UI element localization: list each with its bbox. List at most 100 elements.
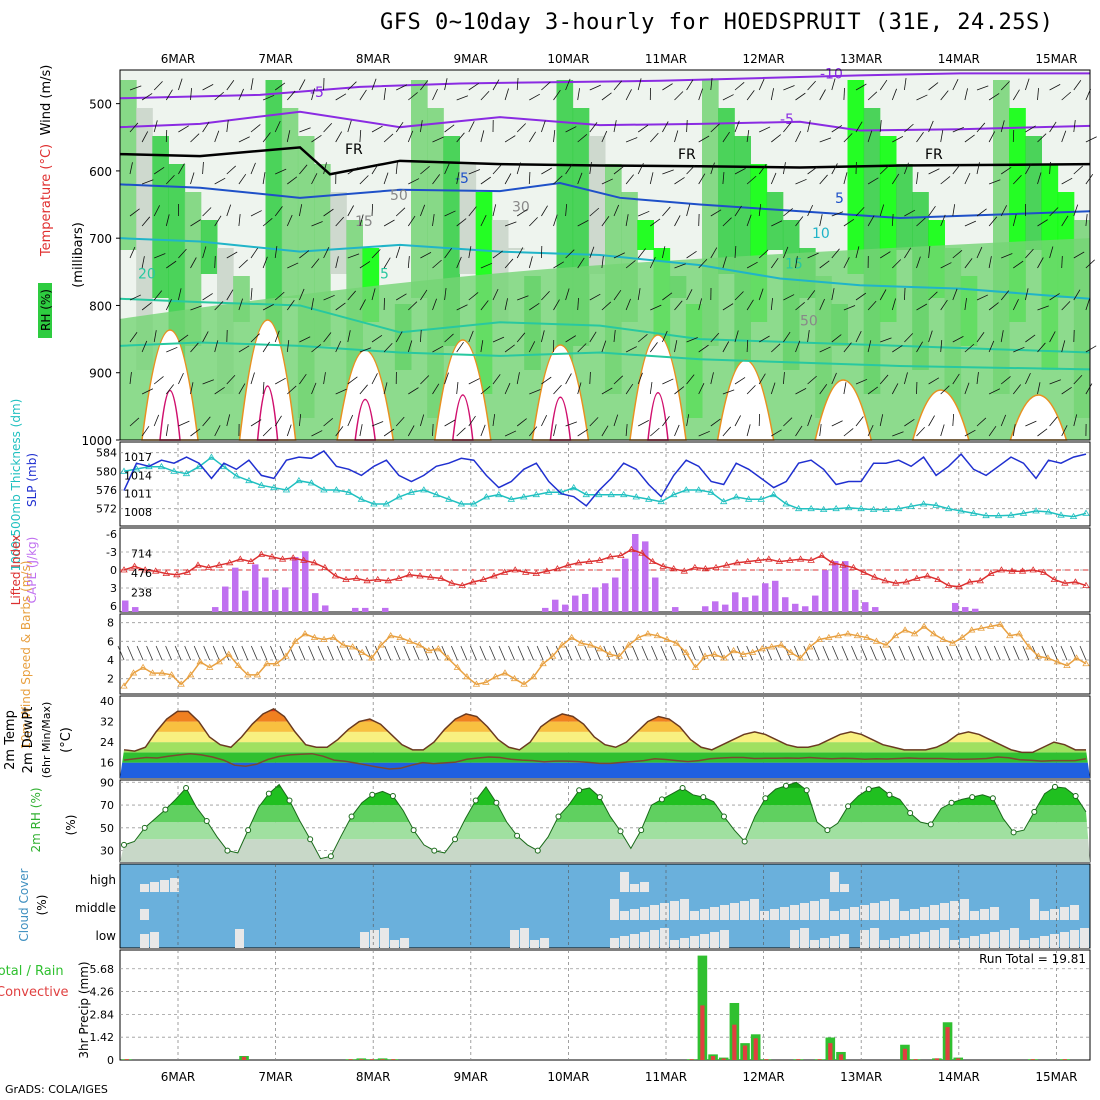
wind-barb xyxy=(165,89,173,101)
wind-barb xyxy=(783,372,785,385)
day-label-bottom: 11MAR xyxy=(645,1070,687,1084)
wind-barb xyxy=(226,120,229,133)
lifted-index-series-marker xyxy=(712,563,720,570)
wind-speed-series-marker xyxy=(425,646,433,654)
wind-barb xyxy=(553,89,561,101)
wind-barb xyxy=(1025,163,1032,175)
wind-barb xyxy=(299,204,303,217)
wind-barb xyxy=(952,288,958,301)
cape-bar xyxy=(672,607,679,612)
wind-speed-series-marker xyxy=(320,635,328,642)
wind-barb xyxy=(395,121,404,133)
wind-barb xyxy=(916,217,926,227)
wind-barb xyxy=(662,169,674,175)
cloud-bar xyxy=(610,899,619,920)
wind-barb xyxy=(287,262,299,269)
wind-barb xyxy=(940,262,952,269)
wind-speed-series-marker xyxy=(1044,654,1052,661)
wind-barb xyxy=(722,131,730,143)
wind-barb xyxy=(734,377,746,385)
day-label-bottom: 15MAR xyxy=(1035,1070,1077,1084)
thickness-series-marker xyxy=(857,504,865,512)
wind-barb xyxy=(444,248,452,259)
wind-barb xyxy=(686,374,695,385)
day-label-top: 12MAR xyxy=(743,52,785,66)
wind-barb xyxy=(504,382,511,395)
lifted-index-series-marker xyxy=(236,555,244,562)
wind-speed-series-marker xyxy=(815,635,824,642)
wind-barb xyxy=(420,120,423,133)
wind-barb xyxy=(770,172,777,185)
wind-speed-series-marker xyxy=(1025,643,1033,650)
wind-barb xyxy=(420,252,432,259)
wind-barb-10m xyxy=(822,645,830,661)
wind-barb xyxy=(674,424,680,437)
lifted-index-series-marker xyxy=(839,561,847,568)
wind-barb xyxy=(323,247,330,259)
wind-barb xyxy=(154,253,166,259)
cape-bar xyxy=(832,561,839,612)
day-label-bottom: 8MAR xyxy=(356,1070,391,1084)
wind-barb xyxy=(928,82,939,91)
wind-barb xyxy=(274,206,283,217)
contour-freezing xyxy=(119,146,1091,176)
thickness-series-marker xyxy=(607,490,615,498)
wind-barb-10m xyxy=(879,645,887,661)
wind-barb xyxy=(601,130,608,143)
thickness-series-marker xyxy=(969,509,978,516)
precip-conv-bar xyxy=(902,1048,908,1060)
wind-barb xyxy=(335,426,344,437)
wind-barb xyxy=(420,330,422,343)
legend-total-rain: Total / Rain xyxy=(0,964,64,979)
wind-barb xyxy=(867,215,875,227)
wind-barb xyxy=(1085,214,1088,227)
axis-label-precip: 3hr Precip (mm) xyxy=(77,961,91,1058)
day-label-bottom: 13MAR xyxy=(840,1070,882,1084)
wind-barb xyxy=(468,82,479,91)
axis-label-thickness: 1000-500mb Thickness (dm) xyxy=(9,399,23,572)
lifted-index-series-marker xyxy=(426,573,435,580)
wind-barb xyxy=(734,246,737,259)
wind-barb xyxy=(1049,162,1051,175)
thickness-series-marker xyxy=(657,497,665,505)
wind-barb xyxy=(311,258,320,269)
wind-barb xyxy=(238,88,244,101)
cloud-bar xyxy=(920,907,929,920)
wind-barb xyxy=(795,178,807,185)
wind-barb-10m xyxy=(641,645,649,661)
wind-barb xyxy=(904,123,914,133)
wind-barb xyxy=(432,259,442,269)
wind-barb-10m xyxy=(403,645,411,661)
wind-barb xyxy=(274,415,282,427)
wind-barb xyxy=(165,384,175,395)
lifted-index-series-marker xyxy=(141,566,149,573)
wind-barb-10m xyxy=(222,645,230,661)
contour-label: FR xyxy=(678,147,696,163)
wind-barb xyxy=(153,120,158,133)
cloud-bar xyxy=(620,911,629,920)
wind-barb xyxy=(843,428,854,437)
wind-barb-10m xyxy=(450,645,458,661)
wind-barb xyxy=(141,425,150,437)
wind-barb xyxy=(662,330,668,343)
wind-speed-series-marker xyxy=(615,652,623,659)
cloud-bar xyxy=(1040,936,1049,948)
cape-bar xyxy=(722,604,729,612)
wind-barb xyxy=(432,174,441,185)
cloud-bar xyxy=(540,938,549,948)
wind-barb xyxy=(165,214,170,227)
lifted-index-series-marker xyxy=(553,565,562,572)
wind-barb xyxy=(432,383,440,395)
wind-barb xyxy=(516,372,520,385)
cape-bar xyxy=(742,597,749,612)
cape-bar xyxy=(872,607,879,612)
thickness-series-marker xyxy=(819,505,828,512)
wind-barb xyxy=(662,292,673,301)
wind-barb xyxy=(686,289,693,301)
wind-barb xyxy=(371,288,376,301)
wind-barb xyxy=(1085,136,1097,143)
wind-barb xyxy=(662,206,671,217)
wind-barb xyxy=(783,294,795,301)
temp-band xyxy=(120,742,1090,753)
temp-tick: 24 xyxy=(100,736,114,749)
